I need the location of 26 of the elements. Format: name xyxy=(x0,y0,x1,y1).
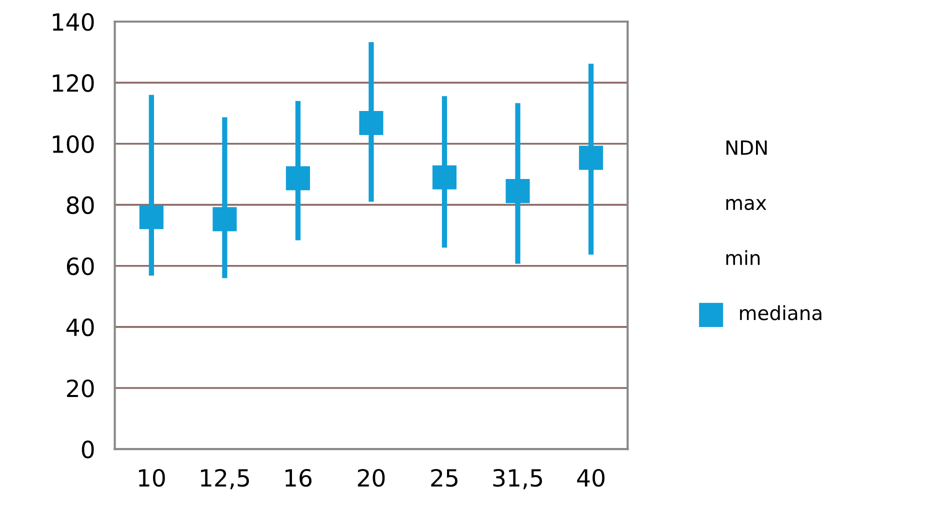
y-tick-label: 60 xyxy=(66,257,94,276)
x-tick-label: 40 xyxy=(577,468,604,487)
x-tick-label: 31,5 xyxy=(493,468,542,490)
point xyxy=(139,205,164,230)
y-tick-label: 140 xyxy=(52,13,94,31)
legend-label: mediana xyxy=(740,305,822,320)
text: NDN xyxy=(726,140,767,155)
x-tick-label: 16 xyxy=(286,468,312,487)
point xyxy=(359,110,384,136)
y-tick-label: 80 xyxy=(66,196,94,214)
point xyxy=(286,166,310,190)
text: min xyxy=(726,250,760,265)
y-tick-label: 20 xyxy=(67,379,94,398)
text: max xyxy=(726,198,766,210)
point xyxy=(212,207,237,232)
point xyxy=(432,165,457,190)
y-tick-label: 100 xyxy=(52,135,94,154)
x-tick-label: 25 xyxy=(431,468,458,487)
point xyxy=(506,179,530,204)
y-tick-label: 120 xyxy=(52,74,94,92)
x-tick-label: 10 xyxy=(139,468,165,487)
x-tick-label: 20 xyxy=(358,468,385,487)
point xyxy=(578,146,604,170)
x-tick-label: 12,5 xyxy=(201,468,249,490)
y-tick-label: 0 xyxy=(82,440,94,458)
y-tick-label: 40 xyxy=(66,318,94,336)
